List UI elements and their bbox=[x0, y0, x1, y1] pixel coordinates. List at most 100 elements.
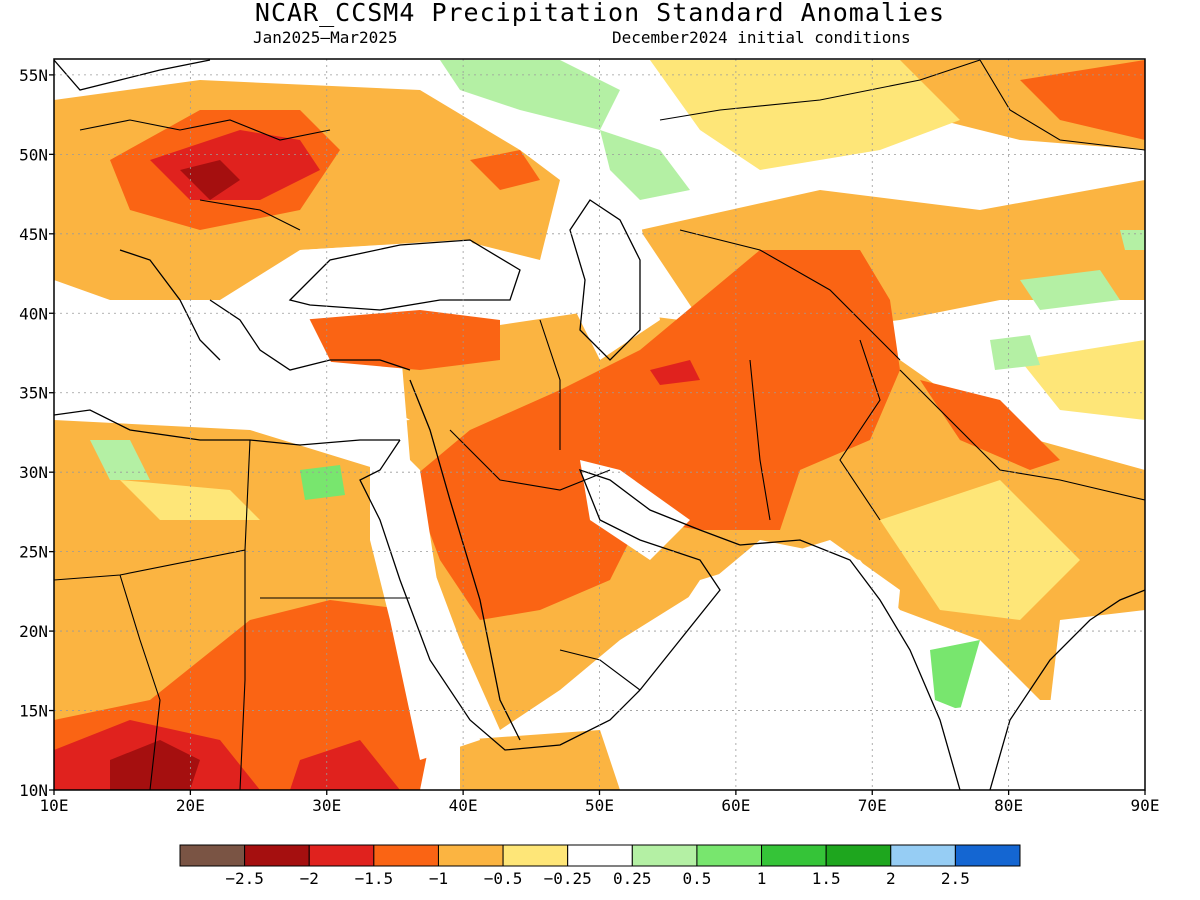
italy-adriatic-coast bbox=[119, 249, 221, 361]
colorbar-swatch bbox=[890, 844, 956, 867]
map-title: NCAR_CCSM4 Precipitation Standard Anomal… bbox=[254, 0, 946, 27]
black-sea-neutral bbox=[300, 240, 520, 310]
yemen-dry-zone bbox=[460, 730, 620, 790]
country-borders bbox=[54, 59, 1145, 790]
colorbar-label: −2 bbox=[300, 869, 319, 888]
arabian-gulf-coast bbox=[578, 468, 741, 691]
bay-of-bengal-neutral bbox=[1040, 610, 1145, 790]
lon-tick-label: 90E bbox=[1131, 796, 1160, 815]
colorbar-label: 2.5 bbox=[941, 869, 970, 888]
india-wet-zone bbox=[930, 640, 980, 710]
arabian-sea-neutral bbox=[620, 540, 900, 790]
lat-tick-label: 20N bbox=[19, 622, 48, 641]
red-sea-east-coast bbox=[409, 379, 521, 741]
lat-tick-label: 15N bbox=[19, 702, 48, 721]
arabia-iran-dry-zone bbox=[410, 250, 900, 620]
south-india-neutral bbox=[940, 700, 1020, 790]
border-yemen-oman bbox=[559, 649, 641, 691]
border-chad-sudan bbox=[239, 550, 246, 790]
border-russia-mongolia bbox=[979, 59, 1145, 151]
colorbar-label: 2 bbox=[886, 869, 896, 888]
russia-wet-zone bbox=[440, 60, 620, 130]
libya-wet-zone bbox=[90, 440, 150, 480]
red-sea-neutral bbox=[370, 420, 480, 760]
caspian-neutral bbox=[560, 200, 660, 360]
lon-tick-label: 30E bbox=[312, 796, 341, 815]
gulf-neutral bbox=[580, 460, 690, 560]
colorbar-swatch bbox=[631, 844, 698, 867]
ukraine-dry-zone bbox=[470, 150, 540, 190]
latitude-axis: 55N 50N 45N 40N 35N 30N 25N 20N 15N 10N bbox=[19, 66, 54, 800]
colorbar-label: −0.25 bbox=[544, 869, 592, 888]
colorbar-label: 0.25 bbox=[613, 869, 652, 888]
tibet-yellow-zone bbox=[1020, 340, 1145, 420]
black-sea-coast bbox=[288, 239, 521, 311]
colorbar-label: 0.5 bbox=[682, 869, 711, 888]
border-afghan-pakistan bbox=[839, 339, 881, 521]
colorbar-label: −1 bbox=[429, 869, 448, 888]
tien-shan-wet-zone bbox=[1020, 270, 1120, 310]
neutral-zones bbox=[54, 200, 1145, 790]
initial-conditions: December2024 initial conditions bbox=[612, 28, 911, 47]
strong-dry-africa bbox=[110, 740, 200, 790]
colorbar-swatch bbox=[373, 844, 439, 867]
border-iraq-saudi bbox=[449, 429, 611, 491]
border-balkans bbox=[199, 199, 301, 231]
lon-tick-label: 40E bbox=[449, 796, 478, 815]
coastlines bbox=[54, 59, 1145, 790]
colorbar-swatch bbox=[437, 844, 504, 867]
anomaly-field bbox=[54, 59, 1145, 790]
border-central-europe bbox=[79, 119, 331, 141]
lat-tick-label: 30N bbox=[19, 463, 48, 482]
india-yellow-zone bbox=[880, 480, 1080, 620]
colorbar-swatch bbox=[761, 844, 827, 867]
egypt-wet-zone bbox=[300, 465, 345, 500]
colorbar-label: 1.5 bbox=[812, 869, 841, 888]
border-russia-kazakh bbox=[659, 59, 981, 121]
wet-zones bbox=[90, 60, 1145, 710]
lat-tick-label: 40N bbox=[19, 304, 48, 323]
libya-yellow-zone bbox=[120, 480, 260, 520]
forecast-period: Jan2025–Mar2025 bbox=[253, 28, 398, 47]
lon-tick-label: 60E bbox=[721, 796, 750, 815]
strong-dry-zones bbox=[110, 160, 240, 790]
india-west-coast bbox=[739, 539, 961, 790]
border-kazakh-uzbek bbox=[679, 229, 901, 361]
colorbar-swatch bbox=[308, 844, 375, 867]
caspian-sea-coast bbox=[569, 199, 641, 361]
baltic-coast bbox=[54, 59, 211, 91]
iran-red-spot bbox=[650, 360, 700, 385]
border-india-china bbox=[899, 369, 1145, 501]
himalaya-dry-zone bbox=[920, 380, 1060, 470]
india-east-coast bbox=[989, 589, 1145, 790]
red-sea-west-coast bbox=[359, 439, 641, 751]
lat-tick-label: 25N bbox=[19, 543, 48, 562]
aegean-anatolia-coast bbox=[209, 299, 411, 371]
lon-tick-label: 70E bbox=[858, 796, 887, 815]
colorbar-swatch bbox=[179, 844, 246, 867]
lon-tick-label: 80E bbox=[994, 796, 1023, 815]
strong-dry-europe bbox=[180, 160, 240, 200]
colorbar-label: −2.5 bbox=[225, 869, 264, 888]
lat-tick-label: 35N bbox=[19, 384, 48, 403]
grid-lines bbox=[54, 59, 1145, 790]
ethiopia-dry-zone bbox=[290, 740, 400, 790]
colorbar-swatch bbox=[502, 844, 569, 867]
lat-tick-label: 55N bbox=[19, 66, 48, 85]
turkey-dry-zone bbox=[300, 310, 500, 370]
colorbar-swatch bbox=[567, 844, 633, 867]
colorbar-swatch bbox=[954, 844, 1021, 867]
border-iran-afghan bbox=[749, 359, 771, 521]
north-africa-coast bbox=[54, 409, 400, 446]
border-iraq-iran bbox=[539, 319, 561, 450]
colorbar-swatch bbox=[825, 844, 892, 867]
mediterranean-neutral bbox=[54, 300, 410, 430]
colorbar-label: 1 bbox=[757, 869, 767, 888]
border-libya-niger bbox=[54, 439, 251, 581]
colorbar-label: −1.5 bbox=[355, 869, 394, 888]
colorbar-swatch bbox=[244, 844, 310, 867]
east-siberia-dry-zone bbox=[1020, 60, 1145, 140]
lon-tick-label: 10E bbox=[40, 796, 69, 815]
mongolia-wet-zone bbox=[1120, 230, 1145, 250]
